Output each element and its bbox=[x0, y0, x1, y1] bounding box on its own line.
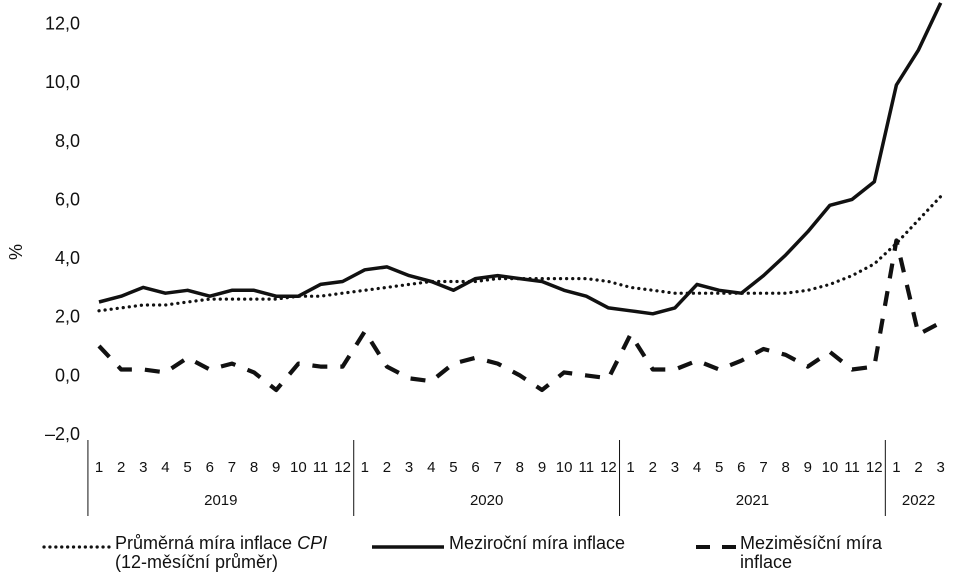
x-tick-label: 10 bbox=[290, 459, 307, 476]
x-tick-label: 5 bbox=[183, 459, 191, 476]
legend-label-average-line2: (12-měsíční průměr) bbox=[115, 552, 279, 572]
x-tick-label: 4 bbox=[427, 459, 435, 476]
x-tick-label: 2 bbox=[117, 459, 125, 476]
x-tick-label: 8 bbox=[781, 459, 789, 476]
x-tick-label: 3 bbox=[405, 459, 413, 476]
x-tick-label: 10 bbox=[556, 459, 573, 476]
legend-swatch-dashed bbox=[696, 545, 736, 549]
x-tick-label: 8 bbox=[516, 459, 524, 476]
legend-swatch-dotted bbox=[42, 545, 112, 549]
legend-swatch-solid bbox=[372, 545, 444, 549]
x-tick-label: 10 bbox=[822, 459, 839, 476]
x-tick-label: 2 bbox=[383, 459, 391, 476]
legend-label-average-italic: CPI bbox=[297, 533, 328, 553]
year-label: 2020 bbox=[470, 492, 503, 509]
x-tick-label: 9 bbox=[538, 459, 546, 476]
y-tick-label: –2,0 bbox=[45, 424, 80, 444]
x-tick-label: 9 bbox=[272, 459, 280, 476]
y-tick-label: 10,0 bbox=[45, 72, 80, 92]
x-tick-label: 9 bbox=[804, 459, 812, 476]
x-tick-label: 1 bbox=[892, 459, 900, 476]
year-label: 2019 bbox=[204, 492, 237, 509]
x-tick-label: 7 bbox=[228, 459, 236, 476]
legend-label-mom-line2: inflace bbox=[740, 552, 793, 572]
legend-label-mom-line1: Meziměsíční míra bbox=[740, 533, 883, 553]
y-tick-label: 0,0 bbox=[55, 365, 80, 385]
y-axis-label: % bbox=[6, 244, 26, 260]
x-tick-label: 1 bbox=[95, 459, 103, 476]
y-tick-label: 12,0 bbox=[45, 13, 80, 33]
series-line-dotted bbox=[97, 194, 943, 313]
x-tick-label: 12 bbox=[600, 459, 617, 476]
x-tick-label: 3 bbox=[139, 459, 147, 476]
legend-label-average: Průměrná míra inflace CPI (12-měsíční pr… bbox=[115, 534, 327, 572]
x-tick-label: 12 bbox=[334, 459, 351, 476]
year-label: 2022 bbox=[902, 492, 935, 509]
x-axis: 1 2 3 4 5 6 7 8 9 10 11 12 1 2 3 4 5 6 7 8 9 10 11 12 1 2 3 4 5 6 7 8 9 1… bbox=[87, 440, 945, 516]
legend: Průměrná míra inflace CPI (12-měsíční pr… bbox=[0, 534, 953, 574]
x-tick-label: 7 bbox=[494, 459, 502, 476]
x-tick-label: 7 bbox=[759, 459, 767, 476]
x-tick-label: 8 bbox=[250, 459, 258, 476]
x-tick-label: 12 bbox=[866, 459, 883, 476]
year-label: 2021 bbox=[736, 492, 769, 509]
y-tick-label: 6,0 bbox=[55, 189, 80, 209]
series-line-solid bbox=[98, 2, 943, 316]
y-tick-label: 2,0 bbox=[55, 307, 80, 327]
x-tick-label: 11 bbox=[579, 459, 595, 476]
x-tick-label: 2 bbox=[649, 459, 657, 476]
series-lines bbox=[97, 2, 943, 393]
x-tick-label: 6 bbox=[737, 459, 745, 476]
x-tick-label: 4 bbox=[161, 459, 169, 476]
x-tick-label: 6 bbox=[471, 459, 479, 476]
y-axis-ticks: –2,0 0,0 2,0 4,0 6,0 8,0 10,0 12,0 bbox=[45, 13, 80, 444]
x-tick-label: 2 bbox=[914, 459, 922, 476]
legend-label-yoy: Meziroční míra inflace bbox=[449, 533, 626, 553]
x-tick-label: 5 bbox=[715, 459, 723, 476]
legend-label-mom: Meziměsíční míra inflace bbox=[740, 534, 882, 572]
x-tick-label: 3 bbox=[671, 459, 679, 476]
x-tick-label: 1 bbox=[626, 459, 634, 476]
x-tick-label: 5 bbox=[449, 459, 457, 476]
y-tick-label: 8,0 bbox=[55, 131, 80, 151]
legend-label-average-main: Průměrná míra inflace bbox=[115, 533, 298, 553]
x-tick-label: 11 bbox=[313, 459, 329, 476]
x-tick-label: 6 bbox=[206, 459, 214, 476]
y-tick-label: 4,0 bbox=[55, 248, 80, 268]
series-line-dashed bbox=[97, 238, 942, 393]
x-tick-label: 11 bbox=[844, 459, 860, 476]
x-tick-label: 3 bbox=[937, 459, 945, 476]
x-tick-label: 1 bbox=[361, 459, 369, 476]
x-tick-label: 4 bbox=[693, 459, 701, 476]
